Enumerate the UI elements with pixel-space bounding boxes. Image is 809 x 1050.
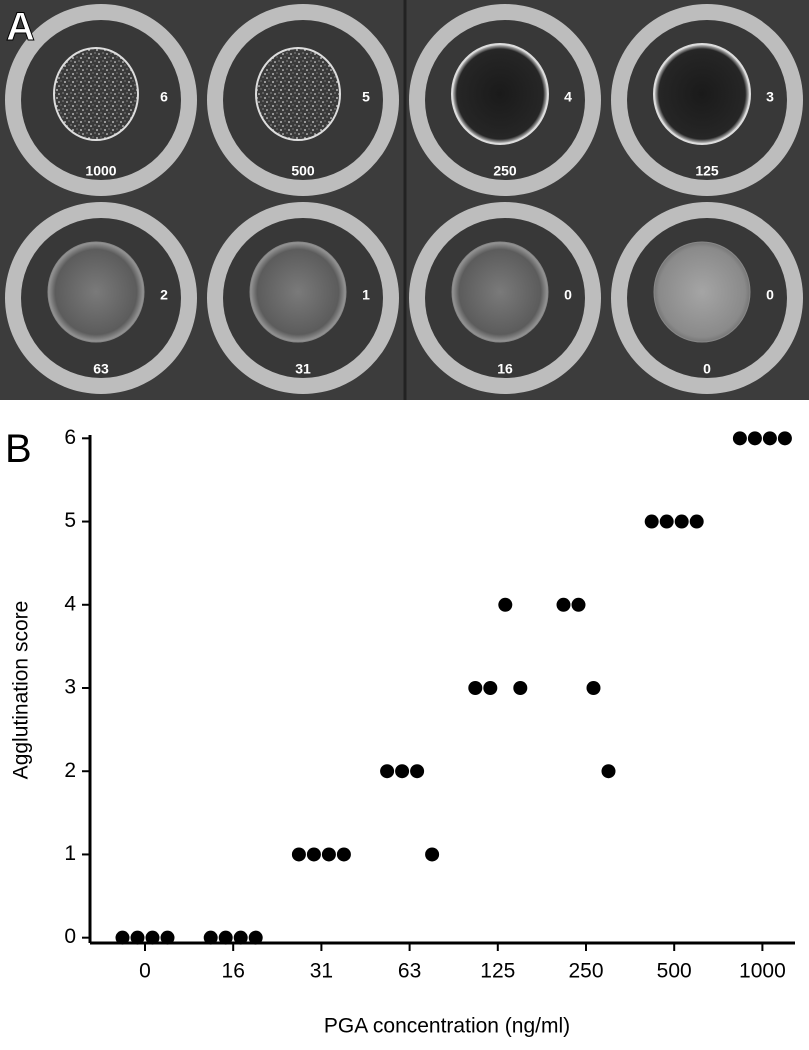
dot (425, 847, 440, 862)
well-score: 2 (160, 287, 168, 303)
dot (336, 847, 351, 862)
well-score: 0 (766, 287, 774, 303)
well-concentration: 500 (291, 163, 315, 179)
dot (674, 514, 689, 529)
well-concentration: 1000 (85, 163, 116, 179)
dot (468, 681, 483, 695)
agglutinate (47, 241, 145, 343)
dot (571, 597, 586, 612)
y-tick-label: 0 (64, 925, 76, 948)
well-concentration: 125 (695, 163, 719, 179)
x-axis-label: PGA concentration (ng/ml) (324, 1015, 570, 1038)
dot (395, 764, 410, 779)
y-axis-label: Agglutination score (10, 601, 33, 780)
wells: 6 1000 5 500 4 250 3 125 2 63 1 31 0 16 0 0 (5, 4, 803, 394)
panel-label: A (6, 5, 35, 49)
x-tick-label: 125 (480, 960, 515, 983)
dot (145, 930, 160, 945)
y-tick-label: 3 (64, 676, 76, 699)
dot (586, 681, 601, 695)
dot (115, 930, 130, 945)
agglutinate (255, 47, 341, 141)
dot (732, 431, 747, 446)
dot (380, 764, 395, 779)
dot (160, 930, 175, 945)
dot (291, 847, 306, 862)
y-tick-label: 2 (64, 759, 76, 782)
well-score: 6 (160, 89, 168, 105)
dot (644, 514, 659, 529)
y-tick-label: 1 (64, 842, 76, 865)
well-score: 3 (766, 89, 774, 105)
x-tick-label: 1000 (739, 960, 786, 983)
x-tick-label: 0 (139, 960, 151, 983)
dot (483, 681, 498, 695)
well-score: 4 (564, 89, 572, 105)
agglutinate (653, 43, 751, 145)
dot (130, 930, 145, 945)
x-tick-label: 16 (222, 960, 245, 983)
plot: 0 1 2 3 4 5 6 0 16 31 63 125 250 500 1000 (64, 426, 795, 983)
y-tick-label: 6 (64, 426, 76, 449)
dot (306, 847, 321, 862)
dot (248, 930, 263, 945)
x-tick-label: 250 (568, 960, 603, 983)
well-score: 1 (362, 287, 370, 303)
y-tick-label: 5 (64, 509, 76, 532)
panel-label: B (5, 427, 32, 471)
well-score: 0 (564, 287, 572, 303)
dot (321, 847, 336, 862)
agglutinate (653, 241, 751, 343)
dot (203, 930, 218, 945)
x-tick-label: 500 (657, 960, 692, 983)
dot (556, 597, 571, 612)
well-concentration: 0 (703, 361, 711, 377)
dot (233, 930, 248, 945)
dot (410, 764, 425, 779)
well-concentration: 63 (93, 361, 109, 377)
agglutinate (451, 43, 549, 145)
well-concentration: 250 (493, 163, 517, 179)
x-tick-label: 31 (310, 960, 333, 983)
well-concentration: 31 (295, 361, 311, 377)
dot (498, 597, 513, 612)
well-score: 5 (362, 89, 370, 105)
dot (601, 764, 616, 779)
dot (689, 514, 704, 529)
agglutinate (249, 241, 347, 343)
agglutinate (451, 241, 549, 343)
dot (513, 681, 528, 695)
dot (659, 514, 674, 529)
dot (777, 431, 792, 446)
dot (218, 930, 233, 945)
y-tick-label: 4 (64, 592, 76, 615)
well-concentration: 16 (497, 361, 513, 377)
x-tick-label: 63 (398, 960, 421, 983)
agglutinate (53, 47, 139, 141)
dot (747, 431, 762, 446)
dot (762, 431, 777, 446)
